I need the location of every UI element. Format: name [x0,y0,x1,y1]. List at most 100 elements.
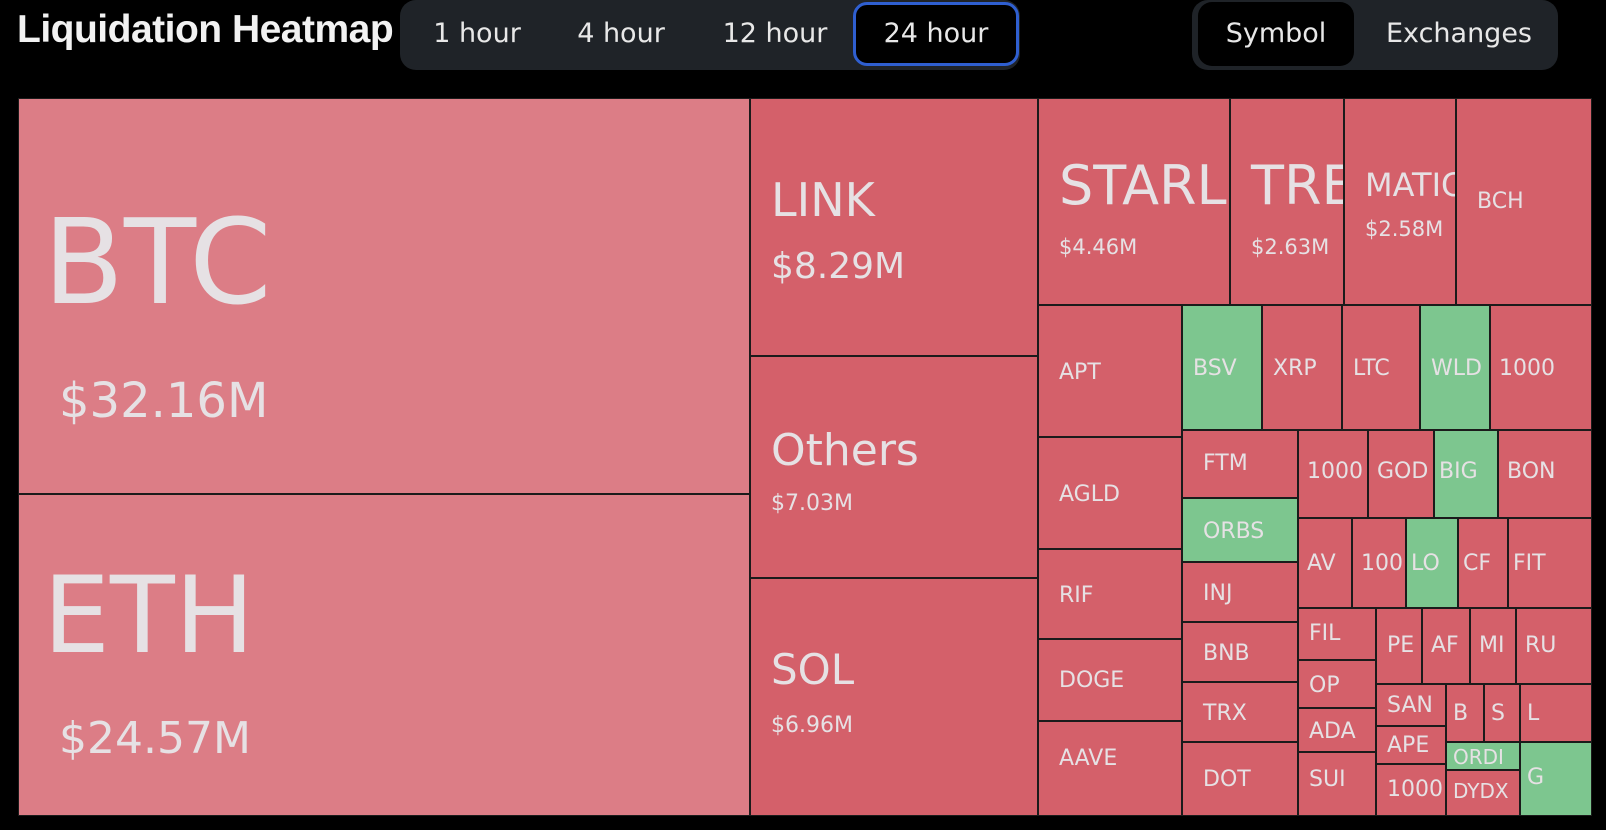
tile-symbol: XRP [1273,356,1317,381]
tile-symbol: MATIC [1365,166,1456,204]
tile-sui-48[interactable]: SUI [1298,752,1376,816]
tile-symbol: TRX [1203,701,1247,726]
tile-amount: $32.16M [59,373,269,429]
tile-symbol: SUI [1309,767,1346,792]
tile-symbol: AAVE [1059,746,1118,771]
tile-god-26[interactable]: GOD [1368,430,1434,518]
tile-symbol: FIT [1513,551,1546,576]
tile-symbol: ADA [1309,719,1356,744]
tab-1-hour[interactable]: 1 hour [433,18,521,49]
tile-symbol: CF [1463,551,1492,576]
tile-ada-44[interactable]: ADA [1298,708,1376,752]
tile-symbol: RIF [1059,583,1094,608]
tile-symbol: APE [1387,733,1430,758]
tile-l-43[interactable]: L [1520,684,1592,742]
tile-big-27[interactable]: BIG [1434,430,1498,518]
tile-symbol: BON [1507,459,1556,484]
tile-symbol: ORBS [1203,519,1265,544]
tile-symbol: INJ [1203,581,1233,606]
tile-symbol: LO [1411,551,1440,576]
tile-symbol: G [1527,765,1545,790]
tile-link-2[interactable]: LINK $8.29M [750,98,1038,356]
tile-av-29[interactable]: AV [1298,518,1352,608]
tile-b-41[interactable]: B [1446,684,1484,742]
tile-sol-4[interactable]: SOL $6.96M [750,578,1038,816]
tile-mi-37[interactable]: MI [1470,608,1516,684]
tile-fil-34[interactable]: FIL [1298,608,1376,660]
tile-eth-1[interactable]: ETH $24.57M [18,494,750,816]
tile-matic-7[interactable]: MATIC $2.58M [1344,98,1456,305]
tile-dot-24[interactable]: DOT [1182,742,1298,816]
tile-pe-35[interactable]: PE [1376,608,1422,684]
tile-symbol: APT [1059,360,1101,385]
tab-12-hour[interactable]: 12 hour [722,18,828,49]
tile-symbol: FIL [1309,621,1341,646]
tile-bon-28[interactable]: BON [1498,430,1592,518]
tile-symbol: DOGE [1059,668,1125,693]
tile-symbol: DYDX [1453,779,1509,803]
tile-symbol: MI [1479,633,1505,658]
tile-aave-13[interactable]: AAVE [1038,721,1182,816]
tile-cf-32[interactable]: CF [1458,518,1508,608]
tile-starl-5[interactable]: STARL $4.46M [1038,98,1230,305]
tile-btc-0[interactable]: BTC $32.16M [18,98,750,494]
tile-ltc-16[interactable]: LTC [1342,305,1420,430]
tile-amount: $7.03M [771,491,853,516]
tile-ape-45[interactable]: APE [1376,726,1446,764]
tile-bnb-22[interactable]: BNB [1182,622,1298,682]
tile-symbol: AF [1431,633,1459,658]
tile-symbol: BIG [1439,459,1478,484]
tile-inj-21[interactable]: INJ [1182,562,1298,622]
tile-symbol: LINK [771,173,875,227]
tab-24-hour[interactable]: 24 hour [853,2,1019,66]
tile-symbol: PE [1387,633,1415,658]
liquidation-treemap: BTC $32.16M ETH $24.57M LINK $8.29M Others $7.0… [18,98,1592,816]
tile-amount: $2.63M [1251,235,1330,259]
page-title: Liquidation Heatmap [17,8,394,51]
tile-ru-38[interactable]: RU [1516,608,1592,684]
tile-symbol: SOL [771,645,855,694]
tile-ftm-19[interactable]: FTM [1182,430,1298,498]
tile-fit-33[interactable]: FIT [1508,518,1592,608]
tile-amount: $8.29M [771,246,906,287]
tile-symbol: OP [1309,673,1340,698]
tile-doge-12[interactable]: DOGE [1038,639,1182,721]
tile-1000-25[interactable]: 1000 [1298,430,1368,518]
tab-exchanges[interactable]: Exchanges [1386,18,1532,49]
tab-4-hour[interactable]: 4 hour [577,18,665,49]
tile-ordi-46[interactable]: ORDI [1446,742,1520,770]
tile-symbol: BSV [1193,356,1237,381]
tile-amount: $2.58M [1365,217,1444,241]
tab-symbol[interactable]: Symbol [1198,2,1354,66]
tile-1000-18[interactable]: 1000 [1490,305,1592,430]
tile-san-40[interactable]: SAN [1376,684,1446,726]
tile-bsv-14[interactable]: BSV [1182,305,1262,430]
tile-amount: $24.57M [59,713,251,764]
tile-others-3[interactable]: Others $7.03M [750,356,1038,578]
tile-op-39[interactable]: OP [1298,660,1376,708]
tile-agld-10[interactable]: AGLD [1038,437,1182,549]
tile-amount: $6.96M [771,713,853,738]
tile-tre-6[interactable]: TRE $2.63M [1230,98,1344,305]
tile-symbol: LTC [1353,356,1390,381]
tile-100-30[interactable]: 100 [1352,518,1406,608]
tile-symbol: BNB [1203,641,1250,666]
tile-lo-31[interactable]: LO [1406,518,1458,608]
tile-apt-9[interactable]: APT [1038,305,1182,437]
tile-xrp-15[interactable]: XRP [1262,305,1342,430]
tile-dydx-50[interactable]: DYDX [1446,770,1520,816]
tile-symbol: FTM [1203,451,1248,476]
time-range-tabs: 1 hour 4 hour 12 hour 24 hour [400,0,1020,70]
tile-orbs-20[interactable]: ORBS [1182,498,1298,562]
tile-1000-49[interactable]: 1000 [1376,764,1446,816]
tile-symbol: SAN [1387,693,1433,718]
tile-bch-8[interactable]: BCH [1456,98,1592,305]
tile-symbol: 100 [1361,551,1403,576]
tile-rif-11[interactable]: RIF [1038,549,1182,639]
tile-s-42[interactable]: S [1484,684,1520,742]
tile-af-36[interactable]: AF [1422,608,1470,684]
tile-wld-17[interactable]: WLD [1420,305,1490,430]
tile-symbol: RU [1525,633,1557,658]
tile-g-47[interactable]: G [1520,742,1592,816]
tile-trx-23[interactable]: TRX [1182,682,1298,742]
